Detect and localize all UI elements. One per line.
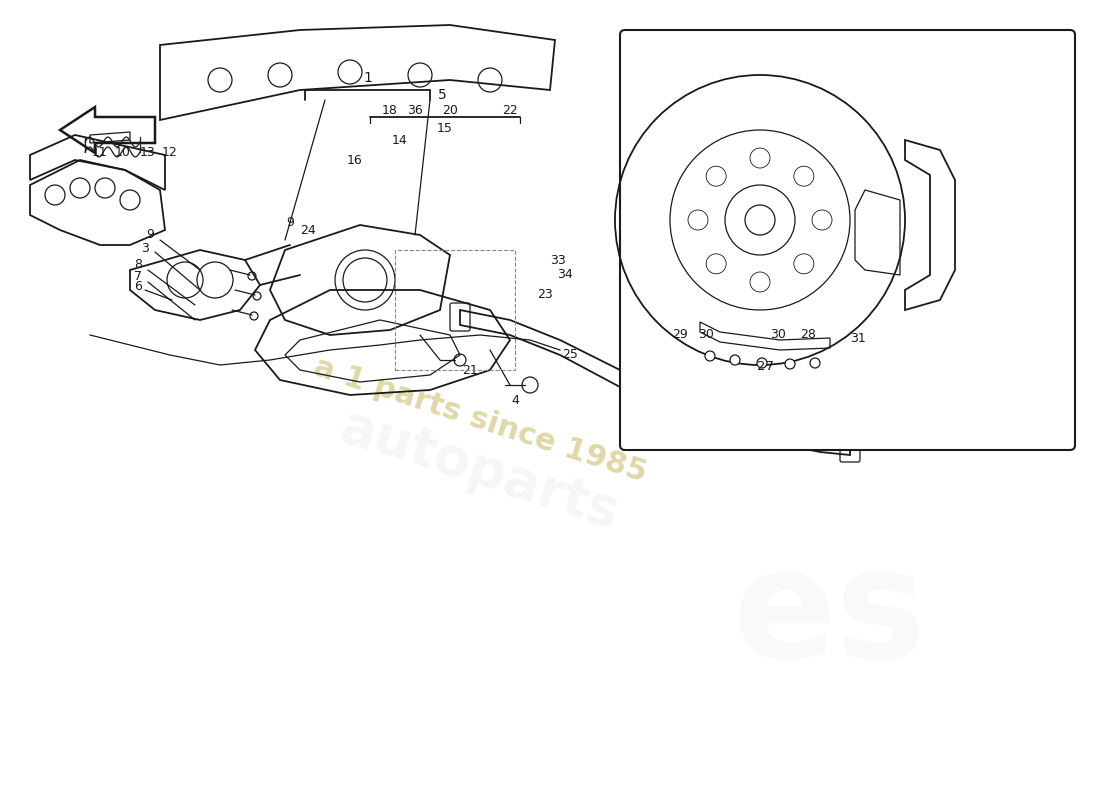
Text: 28: 28 [800, 329, 816, 342]
Text: autoparts: autoparts [334, 401, 626, 539]
Bar [395, 250, 515, 370]
FancyBboxPatch shape [620, 30, 1075, 450]
Text: 29: 29 [672, 329, 688, 342]
Text: 24: 24 [300, 223, 316, 237]
Text: 30: 30 [698, 329, 714, 342]
Circle shape [705, 351, 715, 361]
Circle shape [785, 359, 795, 369]
Text: 22: 22 [502, 103, 518, 117]
Text: 18: 18 [382, 103, 398, 117]
Text: 8: 8 [134, 258, 142, 271]
Text: 7: 7 [134, 270, 142, 283]
Text: 30: 30 [770, 329, 785, 342]
Text: 21: 21 [462, 363, 477, 377]
Text: a 1 parts since 1985: a 1 parts since 1985 [310, 352, 650, 488]
Text: 13: 13 [140, 146, 156, 158]
Text: 9: 9 [286, 217, 294, 230]
Text: 33: 33 [550, 254, 565, 266]
Text: 23: 23 [537, 289, 553, 302]
Text: 31: 31 [850, 331, 866, 345]
Text: 5: 5 [438, 88, 447, 102]
Circle shape [757, 358, 767, 368]
Text: 11: 11 [92, 146, 108, 158]
Text: es: es [733, 541, 927, 690]
Text: 4: 4 [512, 394, 519, 406]
Text: 36: 36 [407, 103, 422, 117]
Text: 12: 12 [162, 146, 178, 158]
Text: 1: 1 [363, 71, 372, 85]
Text: 14: 14 [392, 134, 408, 146]
Circle shape [730, 355, 740, 365]
Text: 3: 3 [141, 242, 149, 254]
Text: 34: 34 [557, 269, 573, 282]
Text: 9: 9 [146, 229, 154, 242]
Circle shape [810, 358, 820, 368]
Text: 35: 35 [647, 398, 663, 411]
Text: 15: 15 [437, 122, 453, 134]
Text: 27: 27 [758, 361, 774, 374]
Text: 10: 10 [116, 146, 131, 158]
Text: 16: 16 [348, 154, 363, 166]
Text: 6: 6 [134, 279, 142, 293]
Text: 25: 25 [562, 349, 578, 362]
Text: 20: 20 [442, 103, 458, 117]
